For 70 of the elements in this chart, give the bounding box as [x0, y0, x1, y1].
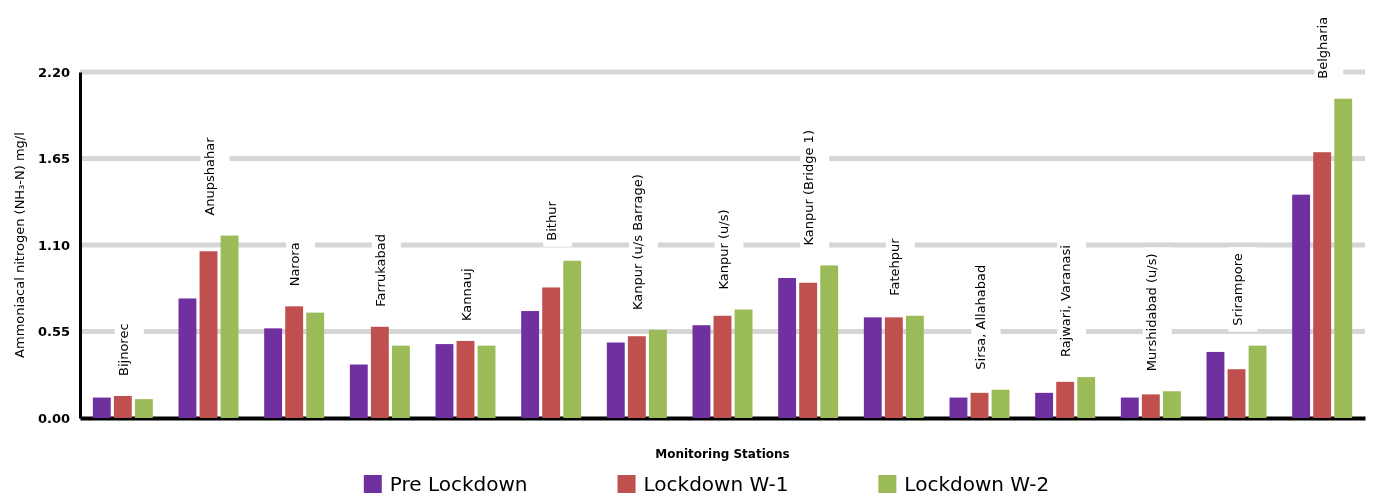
bar: [1077, 377, 1096, 418]
bar: [134, 399, 153, 418]
bar: [456, 340, 475, 418]
bar: [199, 251, 218, 418]
bar: [713, 315, 732, 418]
bar: [1248, 345, 1267, 418]
bar: [799, 282, 818, 418]
bar: [435, 344, 454, 418]
bar: [178, 298, 197, 418]
x-tick-label: Fatehpur: [886, 237, 902, 296]
bar: [542, 287, 561, 418]
bar: [991, 389, 1010, 418]
bar: [370, 326, 389, 418]
bar: [1227, 369, 1246, 418]
bar: [1313, 152, 1332, 418]
x-tick-label: Kanpur (u/s): [715, 209, 731, 290]
x-axis-title: Monitoring Stations: [655, 447, 790, 461]
bar: [1120, 397, 1139, 418]
bar: [1292, 194, 1311, 418]
bar: [648, 329, 667, 418]
bar: [521, 311, 540, 418]
x-tick-label: Bijnorec: [115, 323, 131, 376]
legend-label: Lockdown W-1: [643, 472, 789, 496]
x-tick-label: Kanpur (Bridge 1): [801, 130, 817, 246]
bar: [970, 392, 989, 418]
bar: [1162, 391, 1181, 418]
bar: [778, 278, 797, 418]
bar: [563, 260, 582, 418]
bar: [349, 364, 368, 418]
x-tick-label: Sirsa, Allahabad: [972, 264, 988, 370]
x-tick-label: Kanpur (u/s Barrage): [629, 174, 645, 310]
bar: [113, 395, 132, 418]
x-tick-label: Bithur: [544, 200, 560, 241]
bar: [905, 315, 924, 418]
x-tick-label: Belgharia: [1315, 16, 1331, 79]
bar: [734, 309, 753, 418]
bar: [692, 325, 711, 418]
legend-label: Pre Lockdown: [389, 472, 528, 496]
bar: [306, 312, 325, 418]
bar: [477, 345, 496, 418]
bar: [1334, 98, 1353, 418]
bar: [285, 306, 304, 418]
bar: [92, 397, 111, 418]
x-tick-label: Farrukabad: [372, 234, 388, 307]
bar: [1035, 392, 1054, 418]
bar: [884, 317, 903, 418]
y-tick-label: 2.20: [37, 64, 70, 80]
bar: [820, 265, 839, 418]
x-tick-label: Narora: [287, 242, 303, 287]
y-tick-label: 1.65: [37, 151, 70, 167]
y-tick-label: 1.10: [37, 237, 70, 253]
x-tick-label: Rajwari, Varanasi: [1058, 245, 1074, 358]
x-tick-label: Kannauj: [458, 268, 474, 321]
x-tick-label: Anupshahar: [201, 136, 217, 216]
bar: [949, 397, 968, 418]
y-axis-title: Ammoniacal nitrogen (NH₃-N) mg/l: [12, 132, 27, 358]
bar: [627, 336, 646, 418]
bar: [1206, 351, 1225, 418]
y-tick-label: 0.00: [37, 410, 70, 426]
x-tick-label: Srirampore: [1229, 253, 1245, 326]
bar: [264, 328, 283, 418]
bar: [391, 345, 410, 418]
bar: [606, 342, 625, 418]
bar: [1056, 381, 1075, 418]
y-tick-label: 0.55: [37, 324, 70, 340]
legend-label: Lockdown W-2: [904, 472, 1050, 496]
x-tick-label: Murshidabad (u/s): [1143, 253, 1159, 372]
bar: [863, 317, 882, 418]
bar: [1141, 394, 1160, 418]
bar: [220, 235, 239, 418]
